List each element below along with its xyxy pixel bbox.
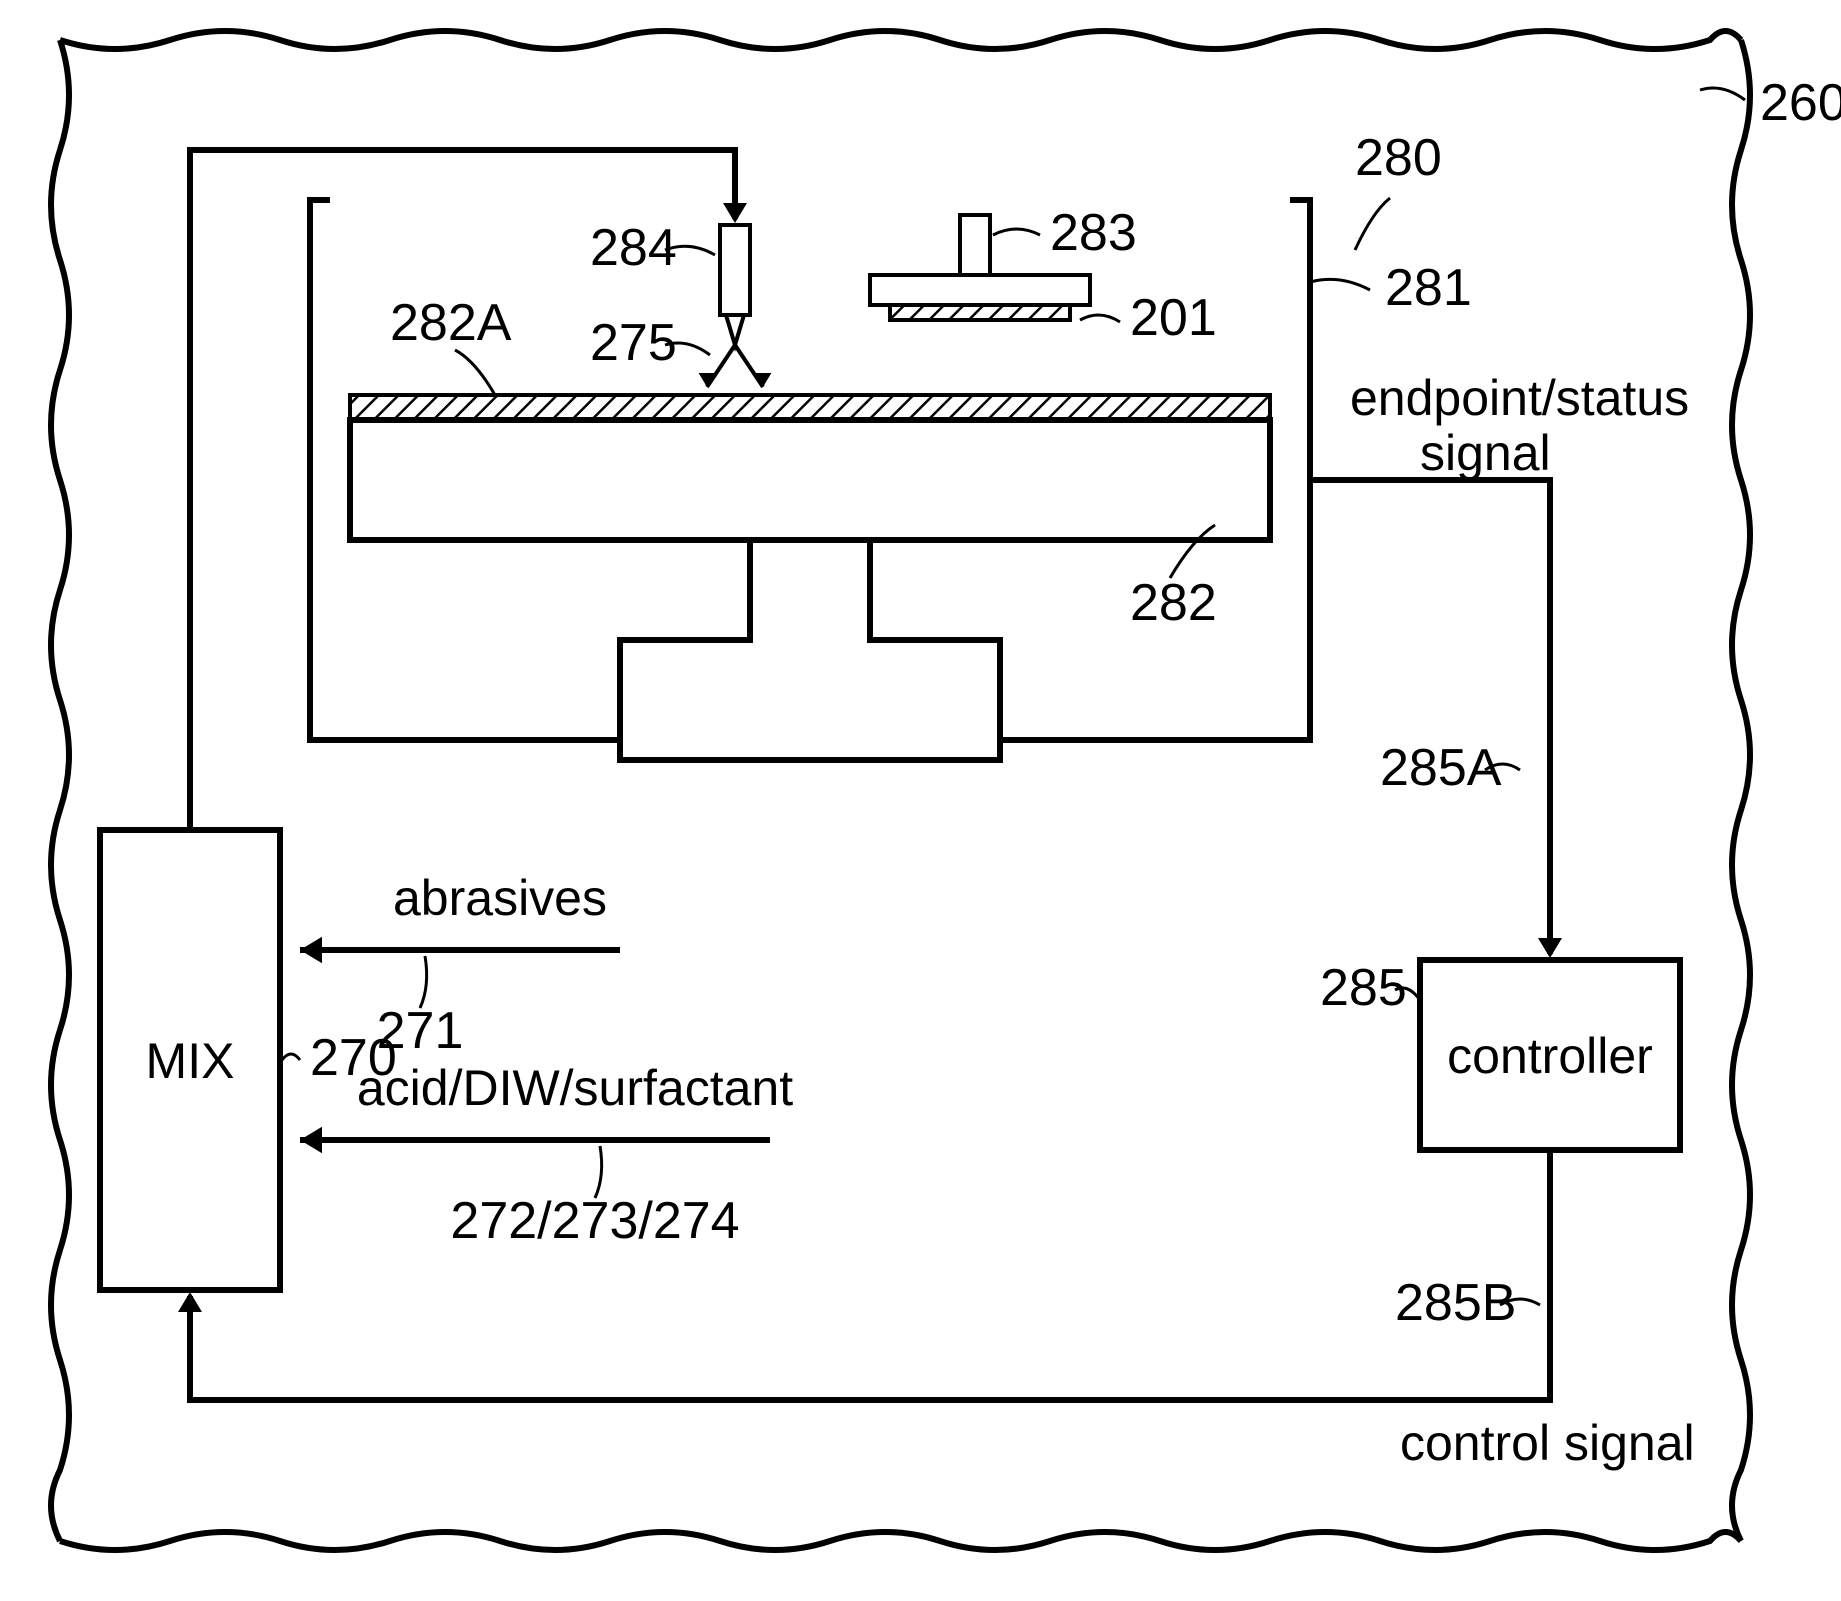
ref-285B: 285B <box>1395 1274 1516 1332</box>
ref-285A: 285A <box>1380 739 1502 797</box>
lead-270 <box>282 1054 300 1060</box>
lead-281 <box>1310 279 1370 290</box>
lead-260 <box>1700 88 1745 100</box>
control-signal-label: control signal <box>1400 1415 1695 1471</box>
ref-201: 201 <box>1130 289 1217 347</box>
lead-282A <box>455 350 495 395</box>
ref-284: 284 <box>590 219 677 277</box>
wavy-border-right <box>1732 40 1750 1541</box>
ref-282: 282 <box>1130 574 1217 632</box>
ref-283: 283 <box>1050 204 1137 262</box>
ref-270: 270 <box>310 1029 397 1087</box>
control-signal-line <box>190 1150 1550 1400</box>
acid-label: acid/DIW/surfactant <box>357 1060 793 1116</box>
abrasives-label: abrasives <box>393 870 607 926</box>
ref-280: 280 <box>1355 129 1442 187</box>
lead-201 <box>1080 315 1120 322</box>
wavy-border-top <box>60 31 1741 49</box>
ref-260: 260 <box>1760 74 1841 132</box>
lead-283 <box>993 229 1040 235</box>
wavy-border-bottom <box>60 1532 1741 1550</box>
ref-285: 285 <box>1320 959 1407 1017</box>
wavy-border-left <box>51 40 69 1541</box>
nozzle-body <box>720 225 750 315</box>
lead-280 <box>1355 198 1390 250</box>
head-plate <box>870 275 1090 305</box>
controller-label: controller <box>1447 1028 1653 1084</box>
polishing-pad <box>350 395 1270 420</box>
ref-281: 281 <box>1385 259 1472 317</box>
head-stem <box>960 215 990 275</box>
wafer <box>890 305 1070 320</box>
endpoint-label-1: endpoint/status <box>1350 370 1689 426</box>
nozzle-tip <box>726 315 744 345</box>
ref-282A: 282A <box>390 294 512 352</box>
ref-272-273-274: 272/273/274 <box>450 1192 739 1250</box>
platen-pedestal <box>620 540 1000 760</box>
mix-label: MIX <box>146 1033 235 1089</box>
endpoint-signal-line <box>1310 480 1550 954</box>
ref-275: 275 <box>590 314 677 372</box>
platen-top <box>350 420 1270 540</box>
endpoint-label-2: signal <box>1420 425 1551 481</box>
